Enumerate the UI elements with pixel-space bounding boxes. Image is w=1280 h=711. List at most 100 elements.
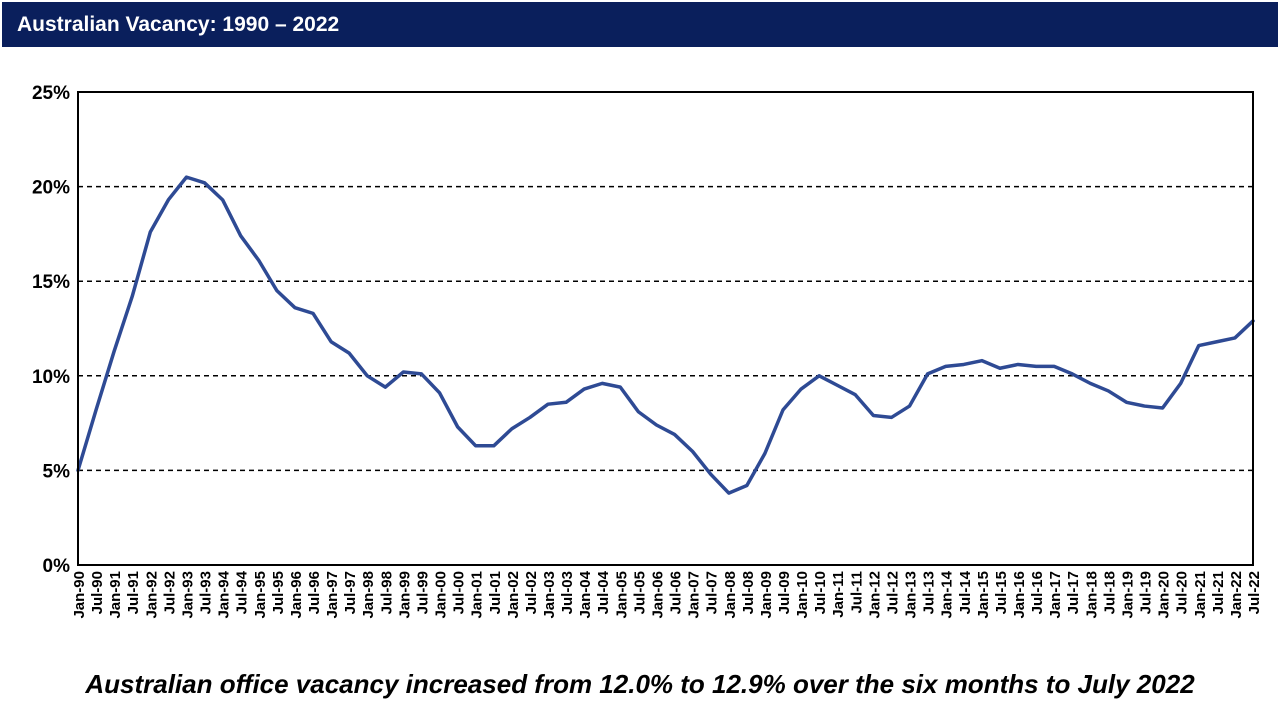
data-point: [583, 388, 586, 391]
data-point: [655, 423, 658, 426]
x-tick-label: Jul-20: [1174, 571, 1191, 614]
data-point: [131, 295, 134, 298]
x-tick-label: Jul-17: [1065, 571, 1082, 614]
data-point: [872, 414, 875, 417]
x-tick-label: Jul-02: [523, 571, 540, 614]
data-point: [637, 410, 640, 413]
data-point: [836, 384, 839, 387]
data-point: [1179, 382, 1182, 385]
data-point: [998, 367, 1001, 370]
data-point: [1035, 365, 1038, 368]
data-point: [727, 492, 730, 495]
data-point: [510, 427, 513, 430]
data-point: [420, 372, 423, 375]
data-point: [782, 408, 785, 411]
x-tick-label: Jul-21: [1210, 571, 1227, 614]
data-point: [709, 473, 712, 476]
data-point: [456, 425, 459, 428]
data-point: [1197, 344, 1200, 347]
x-tick-label: Jan-22: [1228, 571, 1245, 619]
x-tick-label: Jan-20: [1156, 571, 1173, 619]
data-point: [818, 374, 821, 377]
data-point: [474, 444, 477, 447]
x-tick-label: Jan-16: [1011, 571, 1028, 619]
y-tick-label: 15%: [32, 272, 70, 293]
data-point: [167, 198, 170, 201]
data-point: [293, 306, 296, 309]
data-point: [203, 181, 206, 184]
x-tick-label: Jan-03: [541, 571, 558, 619]
x-tick-label: Jan-15: [975, 571, 992, 619]
x-tick-label: Jan-92: [143, 571, 160, 619]
x-tick-label: Jan-00: [433, 571, 450, 619]
plot-frame: [77, 91, 1254, 566]
x-tick-label: Jul-92: [161, 571, 178, 614]
x-tick-label: Jan-91: [107, 571, 124, 619]
y-tick-label: 10%: [32, 367, 70, 388]
x-tick-label: Jul-04: [595, 570, 612, 614]
x-tick-label: Jan-06: [649, 571, 666, 619]
data-point: [239, 234, 242, 237]
data-point: [601, 382, 604, 385]
x-tick-label: Jan-08: [722, 571, 739, 619]
y-tick-label: 20%: [32, 178, 70, 199]
data-point: [438, 391, 441, 394]
data-point: [275, 289, 278, 292]
x-tick-label: Jul-00: [451, 571, 468, 614]
series-layer: [76, 175, 1255, 495]
x-tick-label: Jan-10: [794, 571, 811, 619]
data-point: [619, 386, 622, 389]
data-point: [1233, 336, 1236, 339]
x-tick-label: Jan-12: [866, 571, 883, 619]
x-tick-label: Jul-13: [921, 571, 938, 614]
data-point: [547, 403, 550, 406]
x-tick-label: Jul-08: [740, 571, 757, 614]
data-point: [366, 374, 369, 377]
x-tick-label: Jul-97: [342, 571, 359, 614]
data-point: [745, 484, 748, 487]
x-tick-label: Jan-01: [469, 571, 486, 619]
data-point: [1071, 372, 1074, 375]
x-tick-label: Jan-90: [71, 571, 88, 619]
data-point: [763, 452, 766, 455]
data-point: [1089, 382, 1092, 385]
data-point: [908, 405, 911, 408]
data-point: [1143, 405, 1146, 408]
x-tick-label: Jul-10: [812, 571, 829, 614]
data-point: [492, 444, 495, 447]
y-tick-label: 0%: [43, 556, 71, 577]
x-tick-label: Jan-17: [1047, 571, 1064, 619]
y-tick-label: 5%: [43, 461, 71, 482]
x-tick-label: Jul-06: [668, 571, 685, 614]
data-point: [962, 363, 965, 366]
data-point: [673, 433, 676, 436]
data-point: [528, 416, 531, 419]
x-tick-label: Jan-98: [360, 571, 377, 619]
x-tick-label: Jul-22: [1246, 571, 1263, 614]
line-chart: 0%5%10%15%20%25% Jan-90 Jul-90 Jan-91 Jul-9…: [32, 83, 1263, 619]
x-tick-label: Jul-15: [993, 571, 1010, 614]
data-point: [185, 176, 188, 179]
data-point: [95, 408, 98, 411]
x-tick-label: Jul-14: [957, 570, 974, 614]
data-point: [691, 450, 694, 453]
data-point: [890, 416, 893, 419]
x-tick-label: Jan-94: [216, 570, 233, 618]
data-point: [402, 371, 405, 374]
data-point: [113, 350, 116, 353]
x-tick-label: Jul-96: [306, 571, 323, 614]
chart-caption: Australian office vacancy increased from…: [85, 669, 1195, 699]
x-tick-label: Jan-05: [613, 571, 630, 619]
data-point: [1215, 340, 1218, 343]
data-point: [565, 401, 568, 404]
data-point: [312, 312, 315, 315]
x-tick-label: Jul-07: [704, 571, 721, 614]
data-point: [1125, 401, 1128, 404]
data-point: [257, 259, 260, 262]
x-tick-label: Jan-07: [686, 571, 703, 619]
data-point: [149, 231, 152, 234]
x-tick-label: Jul-91: [125, 571, 142, 614]
data-point: [1107, 389, 1110, 392]
x-tick-label: Jul-05: [631, 571, 648, 614]
x-tick-label: Jan-95: [252, 571, 269, 619]
